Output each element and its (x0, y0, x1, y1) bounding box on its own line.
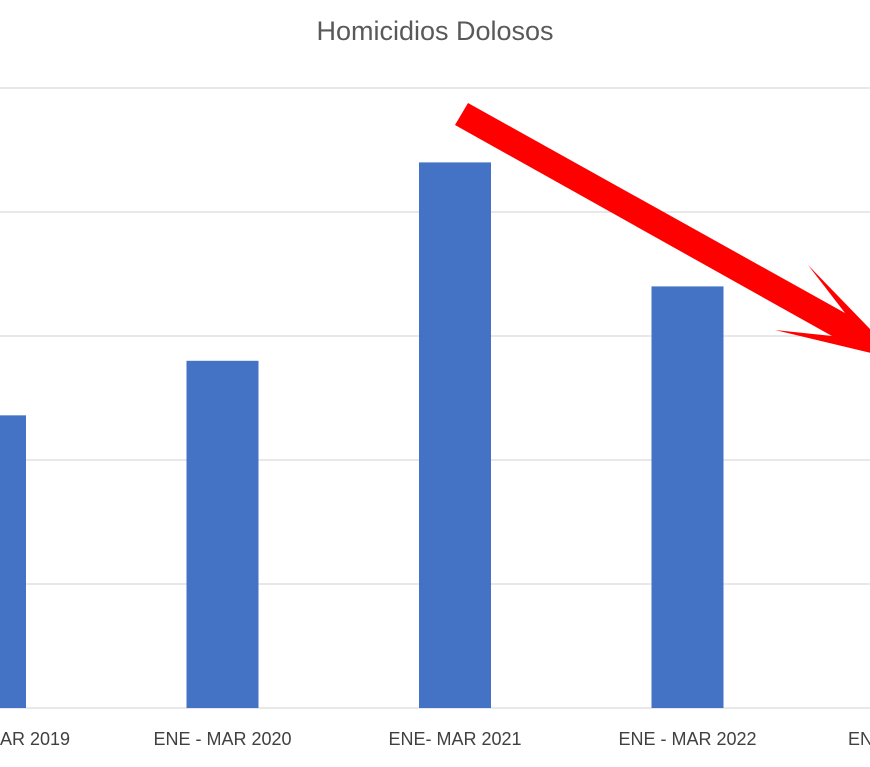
bar (0, 415, 26, 708)
bar (419, 162, 491, 708)
x-tick-label: ENE - MAR 2022 (618, 729, 756, 749)
x-tick-label: AR 2019 (0, 729, 70, 749)
chart-title: Homicidios Dolosos (316, 16, 553, 46)
x-tick-label: ENE - MAR 2020 (153, 729, 291, 749)
bar (651, 286, 724, 708)
trend-arrow (455, 103, 870, 353)
x-tick-label: ENE- MAR 2021 (388, 729, 521, 749)
x-tick-label: EN (848, 729, 870, 749)
bar (186, 360, 259, 708)
